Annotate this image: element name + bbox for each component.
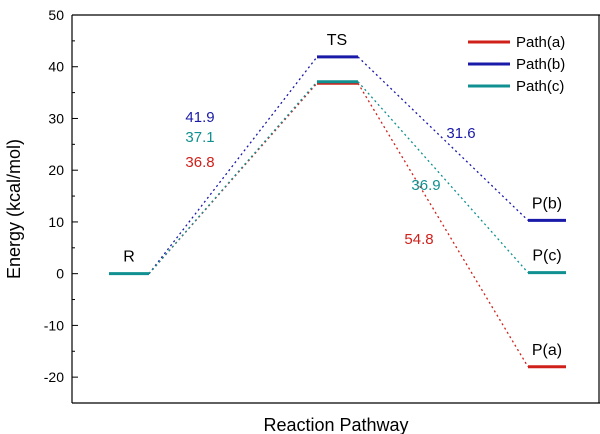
connector-Path(c)-ts-to-p (357, 81, 529, 274)
energy-levels (109, 55, 566, 369)
axes: -20 -10 0 10 20 30 40 50 Energy (kcal/mol) Reacti… (4, 7, 600, 434)
connector-Path(b)-ts-to-p (357, 56, 529, 221)
connectors (148, 56, 529, 368)
descent-annotation-Path(b): 31.6 (446, 125, 475, 142)
barrier-annotation-Path(c): 37.1 (185, 129, 214, 146)
x-axis-title: Reaction Pathway (263, 415, 408, 434)
barrier-annotation-Path(b): 41.9 (185, 109, 214, 126)
y-tick-label: 10 (48, 214, 64, 230)
state-label-TS: TS (327, 32, 347, 49)
descent-annotation-Path(a): 54.8 (404, 231, 433, 248)
connector-Path(b)-r-to-ts (148, 56, 318, 275)
legend-label-Path(a): Path(a) (516, 34, 565, 51)
state-label-P-Path(b): P(b) (532, 195, 562, 212)
legend-label-Path(b): Path(b) (516, 56, 565, 73)
legend: Path(a) Path(b) Path(c) (468, 34, 565, 95)
y-tick-label: 0 (56, 266, 64, 282)
y-axis-title: Energy (kcal/mol) (4, 139, 24, 279)
state-label-R: R (123, 249, 135, 266)
y-tick-label: -20 (44, 369, 64, 385)
y-tick-label: 30 (48, 110, 64, 126)
state-label-P-Path(c): P(c) (532, 248, 561, 265)
barrier-annotation-Path(a): 36.8 (185, 154, 214, 171)
y-tick-label: 50 (48, 7, 64, 23)
y-tick-label: -10 (44, 317, 64, 333)
legend-label-Path(c): Path(c) (516, 78, 564, 95)
connector-Path(a)-ts-to-p (357, 82, 529, 368)
labels: R TS P(a) P(b) P(c) 36.8 54.8 41.9 31.6 37.1 36.9 (123, 32, 562, 359)
descent-annotation-Path(c): 36.9 (411, 177, 440, 194)
y-tick-label: 40 (48, 59, 64, 75)
y-tick-label: 20 (48, 162, 64, 178)
state-label-P-Path(a): P(a) (532, 342, 562, 359)
connector-Path(c)-r-to-ts (148, 81, 318, 275)
